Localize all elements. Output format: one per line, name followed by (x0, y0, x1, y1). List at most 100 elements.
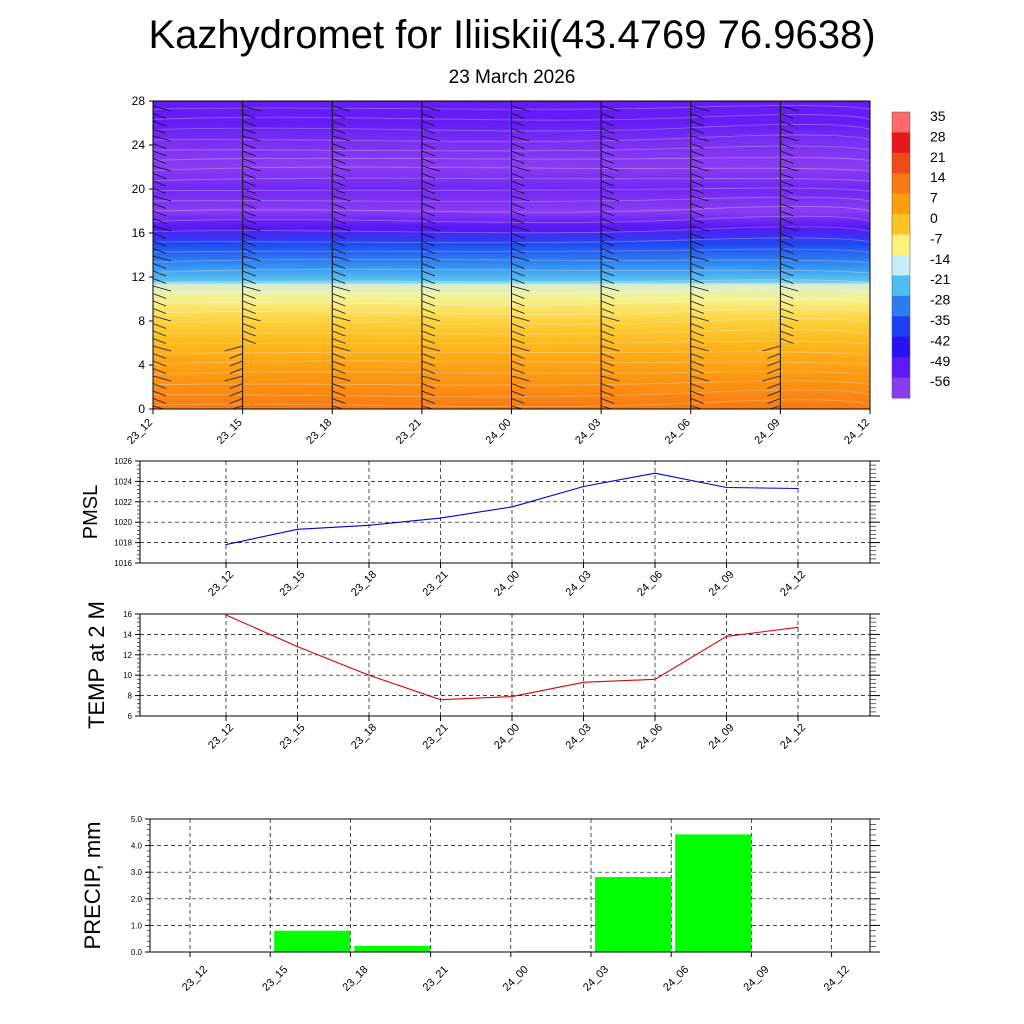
wind-barb (421, 270, 436, 277)
y-tick-label: 8 (128, 692, 133, 701)
wind-barb (421, 210, 436, 217)
wind-barb (153, 210, 167, 217)
wind-barb (511, 315, 530, 322)
wind-barb (511, 188, 525, 194)
wind-barb (153, 135, 172, 142)
wind-barb (762, 345, 781, 352)
wind-barb (421, 383, 436, 389)
wind-barb (511, 255, 530, 262)
wind-barb (153, 188, 167, 194)
isotherm-line (153, 105, 870, 110)
series-point (296, 646, 299, 648)
wind-barb (242, 143, 256, 149)
wind-barb (780, 338, 794, 344)
colorbar-label: 14 (930, 169, 946, 185)
wind-barb (332, 233, 346, 239)
wind-barb (690, 368, 704, 374)
wind-barb (600, 218, 615, 224)
wind-barb (421, 323, 436, 329)
series-point (439, 517, 442, 519)
wind-barb (767, 360, 781, 367)
precip-bar (595, 876, 671, 952)
wind-barb (242, 300, 256, 307)
wind-barb (242, 338, 256, 344)
x-tick-label: 24_12 (822, 964, 852, 994)
x-tick-label: 23_21 (421, 964, 451, 994)
wind-barb (511, 285, 530, 292)
wind-barb (690, 105, 709, 112)
wind-barb (421, 308, 436, 314)
wind-barb (869, 256, 870, 257)
wind-barb (600, 248, 615, 254)
wind-barb (421, 285, 440, 292)
wind-barb (690, 338, 704, 344)
wind-barb (767, 398, 781, 404)
wind-barb (242, 308, 256, 314)
wind-barb (153, 173, 167, 179)
series-point (654, 678, 656, 680)
wind-barb (242, 240, 256, 247)
wind-barb (332, 158, 346, 164)
colorbar-label: -21 (930, 271, 950, 287)
wind-barb (780, 210, 794, 217)
wind-barb (421, 353, 436, 359)
wind-barb (421, 203, 436, 209)
wind-barb (690, 315, 709, 322)
colorbar-label: -42 (930, 332, 950, 348)
wind-barb (869, 323, 870, 324)
wind-barb (600, 263, 615, 269)
y-tick-label: 10 (123, 671, 132, 680)
wind-barb (332, 240, 346, 247)
wind-barb (780, 233, 794, 239)
wind-barb (242, 285, 261, 292)
colorbar-frame (891, 111, 911, 399)
wind-barb (690, 300, 704, 307)
wind-barb (332, 203, 346, 209)
wind-barb (332, 345, 351, 352)
wind-barb (242, 263, 256, 269)
x-tick-label: 23_18 (349, 569, 379, 599)
wind-barb (332, 375, 351, 382)
wind-barb (421, 150, 436, 157)
wind-barb (511, 240, 525, 247)
wind-barb (780, 263, 794, 269)
x-tick-label: 24_03 (564, 722, 594, 752)
wind-barb (332, 188, 346, 194)
wind-barb (421, 398, 436, 404)
wind-barb (767, 390, 781, 397)
wind-barb (690, 120, 704, 127)
wind-barb (601, 195, 620, 202)
wind-barb (229, 353, 243, 359)
isotherm-line (153, 288, 870, 295)
wind-barb (869, 383, 870, 384)
isotherm-lines (153, 105, 870, 408)
wind-barb (511, 360, 525, 367)
wind-barb (511, 203, 525, 209)
wind-barb (511, 278, 525, 284)
series-point (654, 472, 656, 474)
isotherm-line (153, 248, 870, 253)
wind-barb (869, 241, 870, 242)
wind-barb (600, 300, 615, 307)
wind-barb (601, 165, 620, 172)
wind-barb (153, 293, 167, 299)
wind-barb (332, 308, 346, 314)
wind-barb (690, 353, 704, 359)
wind-barb (690, 150, 704, 157)
wind-barb (690, 375, 709, 382)
wind-barb (242, 233, 256, 239)
wind-barb (869, 136, 870, 137)
y-tick-label: 4.0 (131, 842, 143, 851)
isotherm-line (153, 215, 870, 223)
wind-barb (511, 233, 525, 239)
x-tick-label: 24_00 (501, 964, 531, 994)
colorbar-label: 28 (930, 128, 946, 144)
isotherm-line (153, 360, 870, 366)
wind-barb (869, 331, 870, 332)
wind-barb (153, 353, 167, 359)
wind-barb (690, 113, 704, 119)
wind-barb (511, 158, 525, 164)
precip-bar (274, 930, 351, 952)
wind-barb (601, 135, 620, 142)
wind-barb (242, 270, 256, 277)
